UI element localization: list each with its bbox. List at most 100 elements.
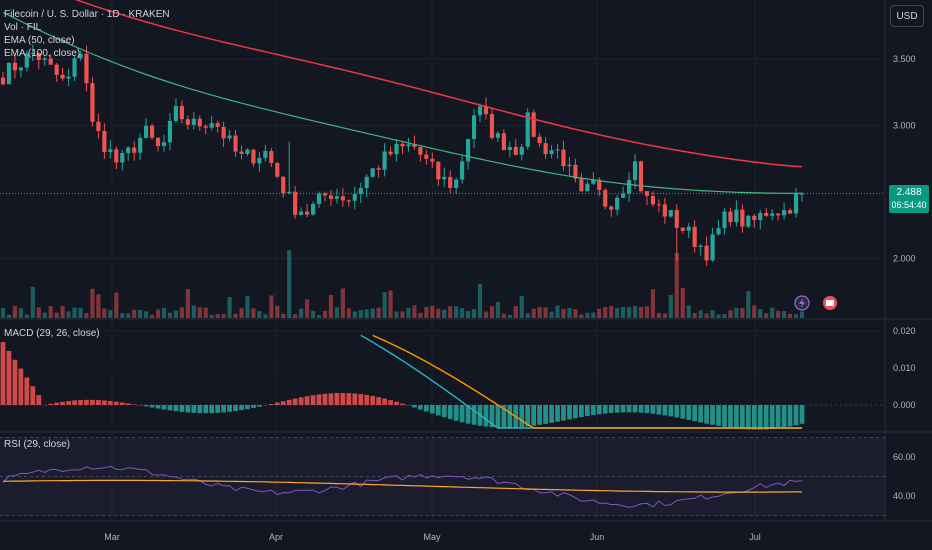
candle-body — [662, 204, 667, 217]
candle-body — [555, 149, 560, 151]
candle — [281, 176, 286, 198]
candle — [287, 141, 292, 194]
candle — [42, 56, 47, 66]
candle-body — [12, 62, 18, 71]
candle-body — [489, 114, 495, 138]
candle — [460, 156, 465, 184]
volume-bar — [334, 307, 339, 318]
candle-body — [364, 176, 369, 189]
candle — [352, 187, 357, 210]
candle — [549, 145, 554, 159]
candle-body — [114, 149, 119, 163]
macd-histogram-bar — [292, 398, 298, 405]
candle-body — [24, 53, 29, 68]
candle — [764, 207, 769, 217]
candle-body — [197, 118, 202, 127]
candle-body — [787, 210, 793, 214]
x-tick-label: May — [423, 532, 441, 542]
volume-bar — [710, 310, 715, 318]
macd-histogram-bar — [60, 401, 66, 405]
candle-body — [96, 121, 101, 131]
macd-histogram-bar — [245, 405, 250, 410]
candle-body — [191, 118, 196, 125]
candle-body — [609, 206, 614, 210]
macd-histogram-bar — [471, 405, 477, 425]
candle-body — [108, 149, 113, 153]
candle — [90, 76, 95, 127]
candle-body — [352, 193, 357, 201]
volume-bar — [316, 314, 322, 318]
candle-body — [686, 226, 691, 231]
candle-body — [281, 176, 286, 194]
event-icons[interactable] — [794, 295, 837, 311]
volume-bar — [126, 313, 131, 318]
candle-body — [30, 52, 35, 54]
candle-body — [656, 204, 661, 206]
candle — [656, 199, 661, 213]
candle-body — [328, 195, 334, 199]
candle — [436, 161, 441, 186]
macd-histogram-bar — [704, 405, 709, 424]
macd-histogram-bar — [72, 400, 77, 405]
volume-bar — [185, 289, 190, 318]
volume-bar — [72, 307, 77, 318]
ema100-legend: EMA (100, close) — [4, 48, 81, 59]
candle — [674, 204, 679, 262]
macd-histogram-bar — [66, 400, 71, 405]
candle — [12, 55, 18, 79]
candle — [167, 113, 173, 151]
volume-bar — [6, 314, 12, 318]
candle — [615, 194, 620, 216]
candle — [770, 209, 775, 221]
candle-body — [549, 150, 554, 155]
candle-body — [442, 176, 447, 180]
ema50-line — [2, 11, 802, 194]
volume-bar — [799, 311, 805, 318]
candle-body — [316, 193, 322, 204]
macd-histogram-bar — [686, 405, 692, 420]
candle — [430, 152, 435, 169]
candle — [263, 145, 268, 162]
volume-bar — [466, 311, 471, 318]
candle-body — [245, 149, 250, 154]
candle — [412, 135, 417, 150]
macd-histogram-bar — [119, 402, 125, 405]
candle — [227, 130, 232, 142]
candle-body — [299, 211, 304, 215]
candle-body — [460, 161, 465, 180]
currency-button[interactable]: USD — [890, 5, 924, 27]
macd-histogram-bar — [710, 405, 715, 425]
candle — [6, 62, 12, 85]
macd-histogram-bar — [734, 405, 739, 429]
candle — [483, 97, 489, 120]
candle-body — [740, 209, 745, 227]
macd-histogram-bar — [36, 395, 42, 405]
candle-body — [388, 151, 393, 155]
macd-histogram-bar — [608, 405, 614, 414]
candle — [173, 98, 179, 123]
candle — [626, 172, 632, 202]
candle-body — [185, 119, 190, 125]
candle-body — [78, 53, 83, 59]
macd-histogram-bar — [626, 405, 632, 413]
candle — [662, 197, 667, 224]
candle — [519, 143, 524, 161]
macd-histogram-bar — [602, 405, 608, 414]
candle-body — [203, 126, 208, 128]
candle — [525, 108, 530, 150]
volume-bar — [42, 312, 47, 318]
candle-body — [376, 168, 381, 170]
rsi-line — [2, 465, 803, 508]
candle — [233, 129, 238, 157]
price-candles[interactable] — [0, 44, 805, 267]
candle — [638, 160, 644, 193]
macd-histogram-bar — [274, 402, 280, 405]
macd-histogram-bar — [382, 398, 387, 405]
candle — [555, 143, 560, 159]
volume-bar — [650, 289, 656, 318]
volume-bar — [221, 314, 226, 318]
flag-glyph-icon — [826, 300, 834, 306]
grid-lines — [0, 0, 932, 522]
candle-body — [138, 137, 143, 153]
